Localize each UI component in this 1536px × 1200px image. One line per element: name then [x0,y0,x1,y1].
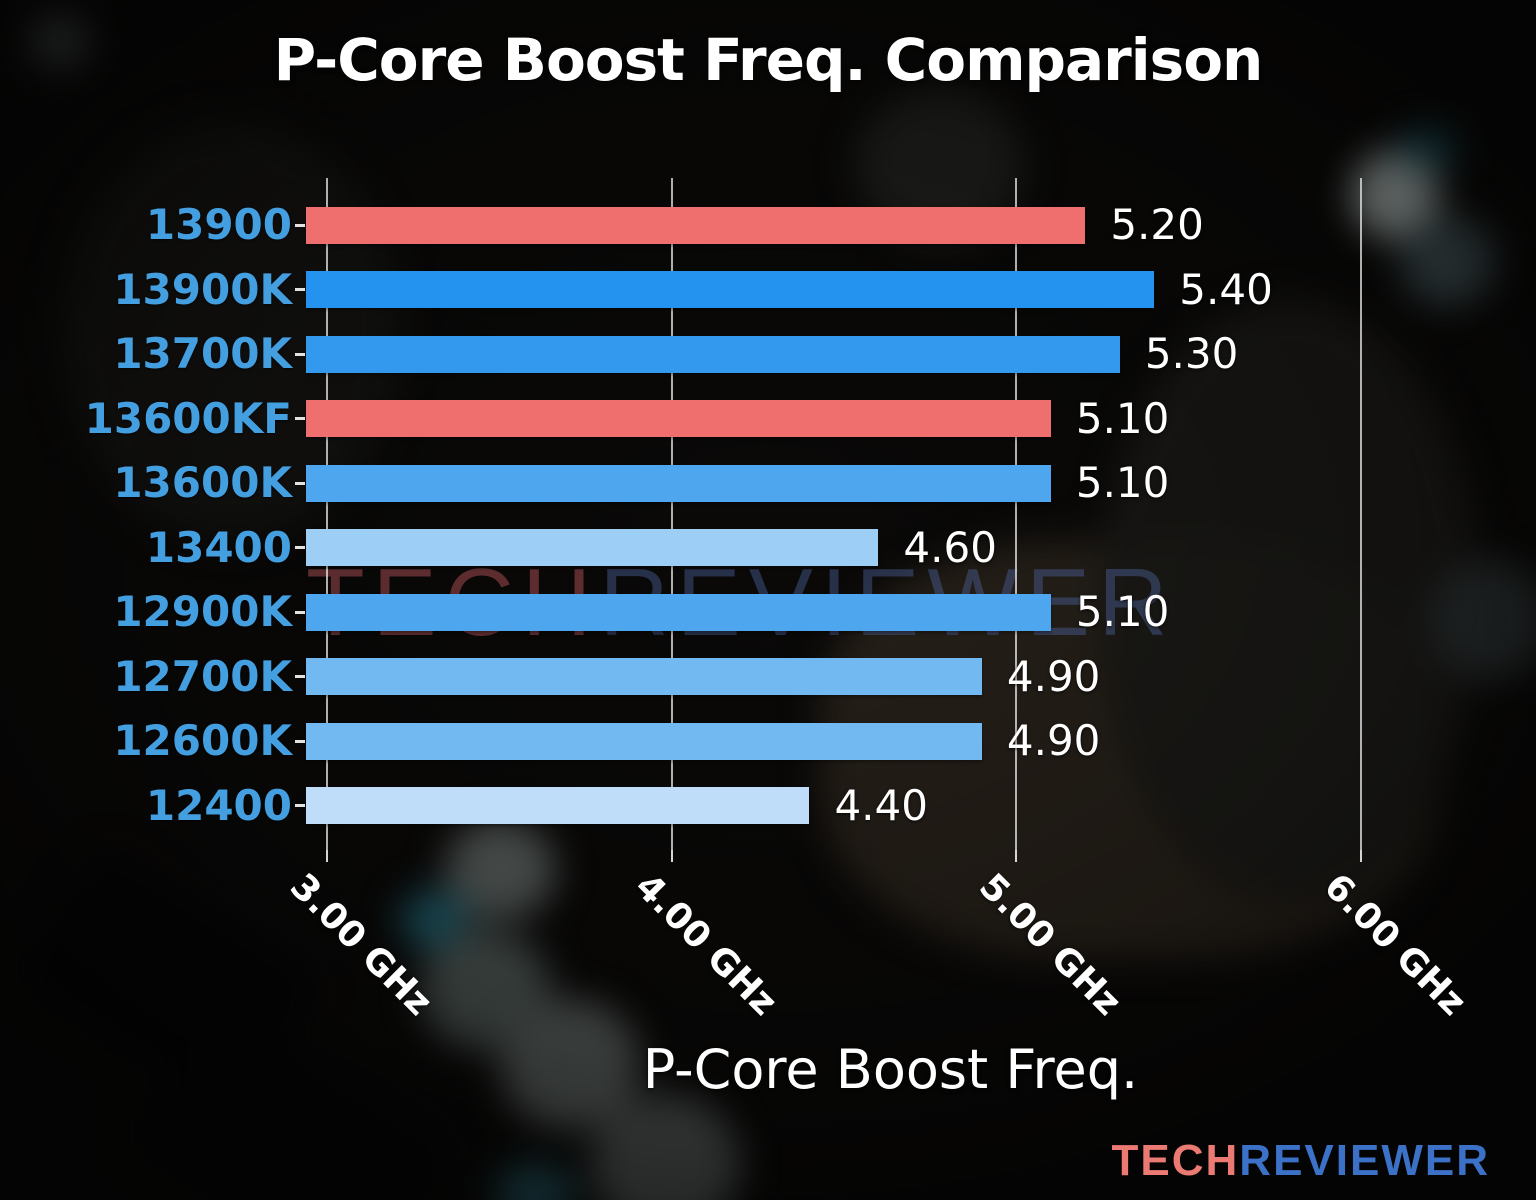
bar [306,529,879,566]
x-tick-label: 6.00 GHz [1316,866,1474,1024]
gridline [325,178,328,850]
y-axis-tick [295,675,305,678]
category-label: 12700K [113,651,292,701]
bar [306,464,1051,502]
x-axis-tick [1015,850,1018,862]
x-tick-label: 4.00 GHz [626,866,785,1024]
gridline [1015,178,1018,850]
x-axis-tick [325,850,328,862]
bar [306,787,810,824]
y-axis-tick [295,223,305,227]
footer-logo-tech: TECH [1111,1136,1240,1185]
category-label: 13600KF [84,393,292,443]
value-label: 4.90 [1006,716,1101,765]
value-label: 5.30 [1144,329,1239,378]
bar [306,658,982,695]
category-label: 13900 [145,200,292,249]
category-label: 13900K [113,264,292,314]
value-label: 4.60 [903,522,997,572]
value-label: 5.40 [1179,264,1273,314]
chart-title: P-Core Boost Freq. Comparison [273,26,1264,94]
y-axis-tick [295,804,305,807]
y-axis-tick [295,288,305,291]
y-axis-tick [295,352,305,356]
value-label: 5.10 [1075,393,1170,443]
y-axis-tick [295,417,305,420]
plot-area: 5.20 5.40 5.30 5.10 5.10 4.60 5.10 4.90 4.90 4.40 [306,178,1475,862]
category-label: 13700K [113,329,292,378]
bar [306,722,982,760]
gridline [1360,178,1363,850]
y-axis-tick [295,546,305,549]
category-label: 13600K [113,458,292,507]
value-label: 4.40 [834,780,928,830]
x-axis-tick [670,850,673,862]
value-label: 5.10 [1075,587,1170,636]
bar [306,206,1086,244]
category-label: 13400 [145,522,292,572]
footer-logo-techreviewer: TECHREVIEWER [1112,1136,1490,1186]
value-label: 5.20 [1110,200,1204,249]
y-axis-tick [295,610,305,614]
y-axis-tick [295,739,305,743]
gridline [670,178,673,850]
x-axis-tick [1360,850,1363,862]
x-axis-label: P-Core Boost Freq. [642,1038,1139,1101]
category-label: 12600K [113,716,292,765]
bar [306,593,1051,631]
category-label: 12900K [113,587,292,636]
x-tick-label: 5.00 GHz [971,866,1130,1024]
value-label: 5.10 [1075,458,1170,507]
bar [306,271,1155,308]
footer-logo-reviewer: REVIEWER [1239,1136,1490,1185]
x-tick-label: 3.00 GHz [281,866,440,1024]
category-label: 12400 [145,780,292,830]
bar [306,400,1051,437]
y-axis-tick [295,481,305,485]
bar [306,335,1120,373]
value-label: 4.90 [1006,651,1101,701]
